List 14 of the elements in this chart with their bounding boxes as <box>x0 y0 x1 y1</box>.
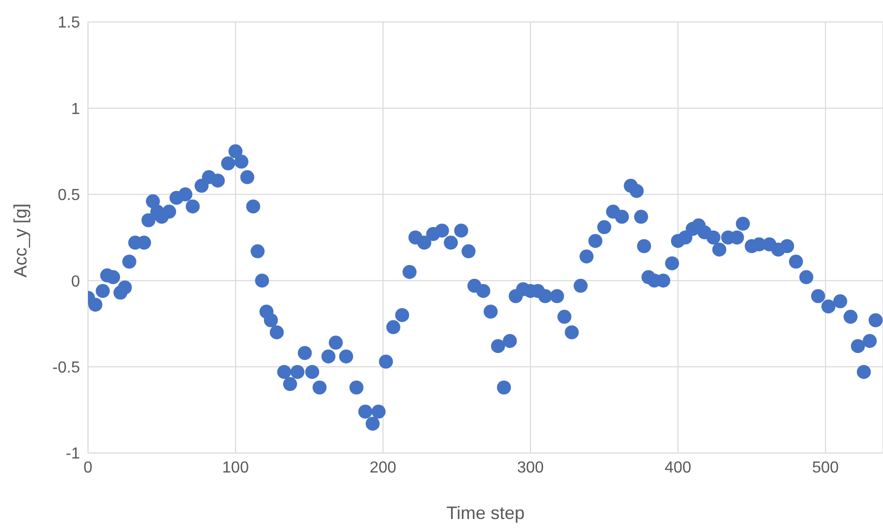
x-tick-label: 400 <box>664 459 692 476</box>
x-axis-title: Time step <box>446 503 525 523</box>
y-tick-label: 1.5 <box>58 14 80 32</box>
y-axis-title: Acc_y [g] <box>10 203 30 278</box>
y-tick-label: 0.5 <box>58 187 80 204</box>
x-tick-label: 500 <box>812 459 839 476</box>
y-tick-label: -0.5 <box>52 359 80 376</box>
y-tick-label: 0 <box>71 273 80 290</box>
x-tick-label: 0 <box>84 459 93 476</box>
y-tick-label: 1 <box>71 100 80 118</box>
x-tick-label: 200 <box>370 459 396 476</box>
x-tick-label: 300 <box>517 459 544 476</box>
y-tick-label: -1 <box>66 446 80 463</box>
x-tick-label: 100 <box>222 459 249 476</box>
